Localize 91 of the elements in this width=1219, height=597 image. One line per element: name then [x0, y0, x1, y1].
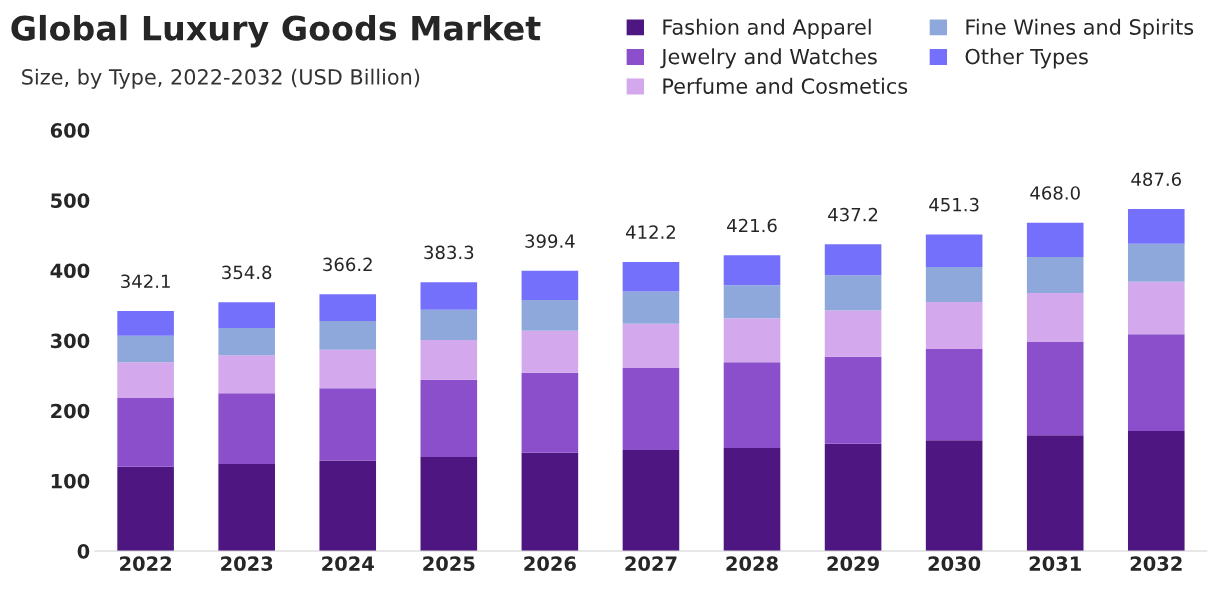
- bar: [723, 318, 781, 363]
- bar: [218, 302, 275, 328]
- bar: [521, 299, 579, 331]
- y-tick-label: 600: [50, 123, 90, 138]
- bar: [925, 302, 983, 350]
- x-tick-label: 2032: [1130, 556, 1182, 571]
- bar: [218, 327, 275, 356]
- y-tick-label: 500: [51, 193, 90, 208]
- bar: [622, 450, 680, 552]
- bar: [622, 323, 680, 368]
- chart-subtitle: Size, by Type, 2022-2032 (USD Billion): [22, 68, 420, 89]
- total-label: 468.0: [1030, 186, 1080, 200]
- bar: [824, 356, 882, 444]
- chart-title: Global Luxury Goods Market: [11, 14, 541, 48]
- bar: [420, 282, 478, 310]
- bar: [521, 452, 579, 552]
- bar: [925, 234, 983, 267]
- bar: [218, 355, 275, 394]
- legend-label: Perfume and Cosmetics: [663, 77, 908, 94]
- bar: [723, 285, 781, 319]
- bar: [521, 270, 579, 300]
- bar: [117, 311, 174, 336]
- bar: [218, 464, 275, 552]
- bar: [319, 460, 377, 552]
- bar: [622, 291, 680, 324]
- x-tick-label: 2022: [120, 556, 171, 571]
- total-label: 412.2: [625, 225, 675, 239]
- y-tick-label: 100: [51, 473, 90, 489]
- bar: [420, 339, 478, 380]
- bar: [117, 466, 174, 552]
- x-tick-label: 2030: [928, 556, 981, 571]
- total-label: 437.2: [828, 207, 878, 222]
- bar: [117, 335, 174, 363]
- bar: [824, 443, 882, 552]
- x-tick-label: 2026: [524, 556, 576, 571]
- bar: [1026, 341, 1084, 436]
- bar: [319, 349, 377, 389]
- x-tick-label: 2025: [423, 556, 475, 571]
- total-label: 487.6: [1131, 172, 1181, 187]
- y-tick-label: 200: [51, 403, 90, 419]
- total-label: 366.2: [323, 257, 372, 272]
- bar: [420, 379, 478, 458]
- total-label: 354.8: [222, 265, 272, 280]
- x-tick-label: 2029: [827, 556, 879, 571]
- bar: [1026, 292, 1084, 342]
- bar: [925, 349, 983, 441]
- bar: [1026, 222, 1084, 258]
- bar: [420, 309, 478, 340]
- bar: [420, 457, 478, 552]
- bar: [723, 362, 781, 448]
- bar: [622, 367, 680, 451]
- bar: [824, 244, 882, 276]
- legend-label: Other Types: [965, 48, 1088, 69]
- y-tick-label: 400: [50, 263, 90, 279]
- bar: [925, 266, 983, 303]
- bar: [1127, 208, 1185, 244]
- bar: [319, 294, 377, 321]
- total-label: 399.4: [525, 234, 575, 248]
- bar: [319, 320, 377, 350]
- bar: [1127, 281, 1185, 335]
- bar: [1026, 257, 1084, 293]
- legend-label: Fashion and Apparel: [663, 18, 871, 39]
- y-tick-label: 0: [77, 543, 90, 559]
- bar: [319, 388, 377, 461]
- bar: [723, 255, 781, 286]
- bar: [521, 330, 579, 373]
- bar: [521, 372, 579, 453]
- bar: [622, 261, 680, 292]
- x-tick-label: 2028: [726, 556, 778, 571]
- bar: [117, 362, 174, 399]
- total-label: 451.3: [929, 197, 979, 212]
- total-label: 342.1: [121, 274, 170, 289]
- bar: [925, 440, 983, 552]
- bar: [1127, 243, 1185, 282]
- x-tick-label: 2024: [322, 556, 374, 571]
- x-tick-label: 2031: [1029, 556, 1081, 571]
- bar: [1127, 431, 1185, 552]
- x-tick-label: 2027: [625, 556, 677, 571]
- y-tick-label: 300: [50, 333, 90, 349]
- bar: [824, 310, 882, 357]
- bar: [1127, 334, 1185, 432]
- legend-label: Fine Wines and Spirits: [966, 18, 1194, 39]
- bar: [824, 275, 882, 311]
- bar: [1026, 435, 1084, 552]
- bar: [117, 398, 174, 467]
- x-tick-label: 2023: [221, 556, 273, 571]
- bar: [218, 393, 275, 465]
- total-label: 383.3: [424, 245, 474, 260]
- bar: [723, 447, 781, 552]
- total-label: 421.6: [727, 218, 777, 233]
- legend-label: Jewelry and Watches: [660, 48, 877, 69]
